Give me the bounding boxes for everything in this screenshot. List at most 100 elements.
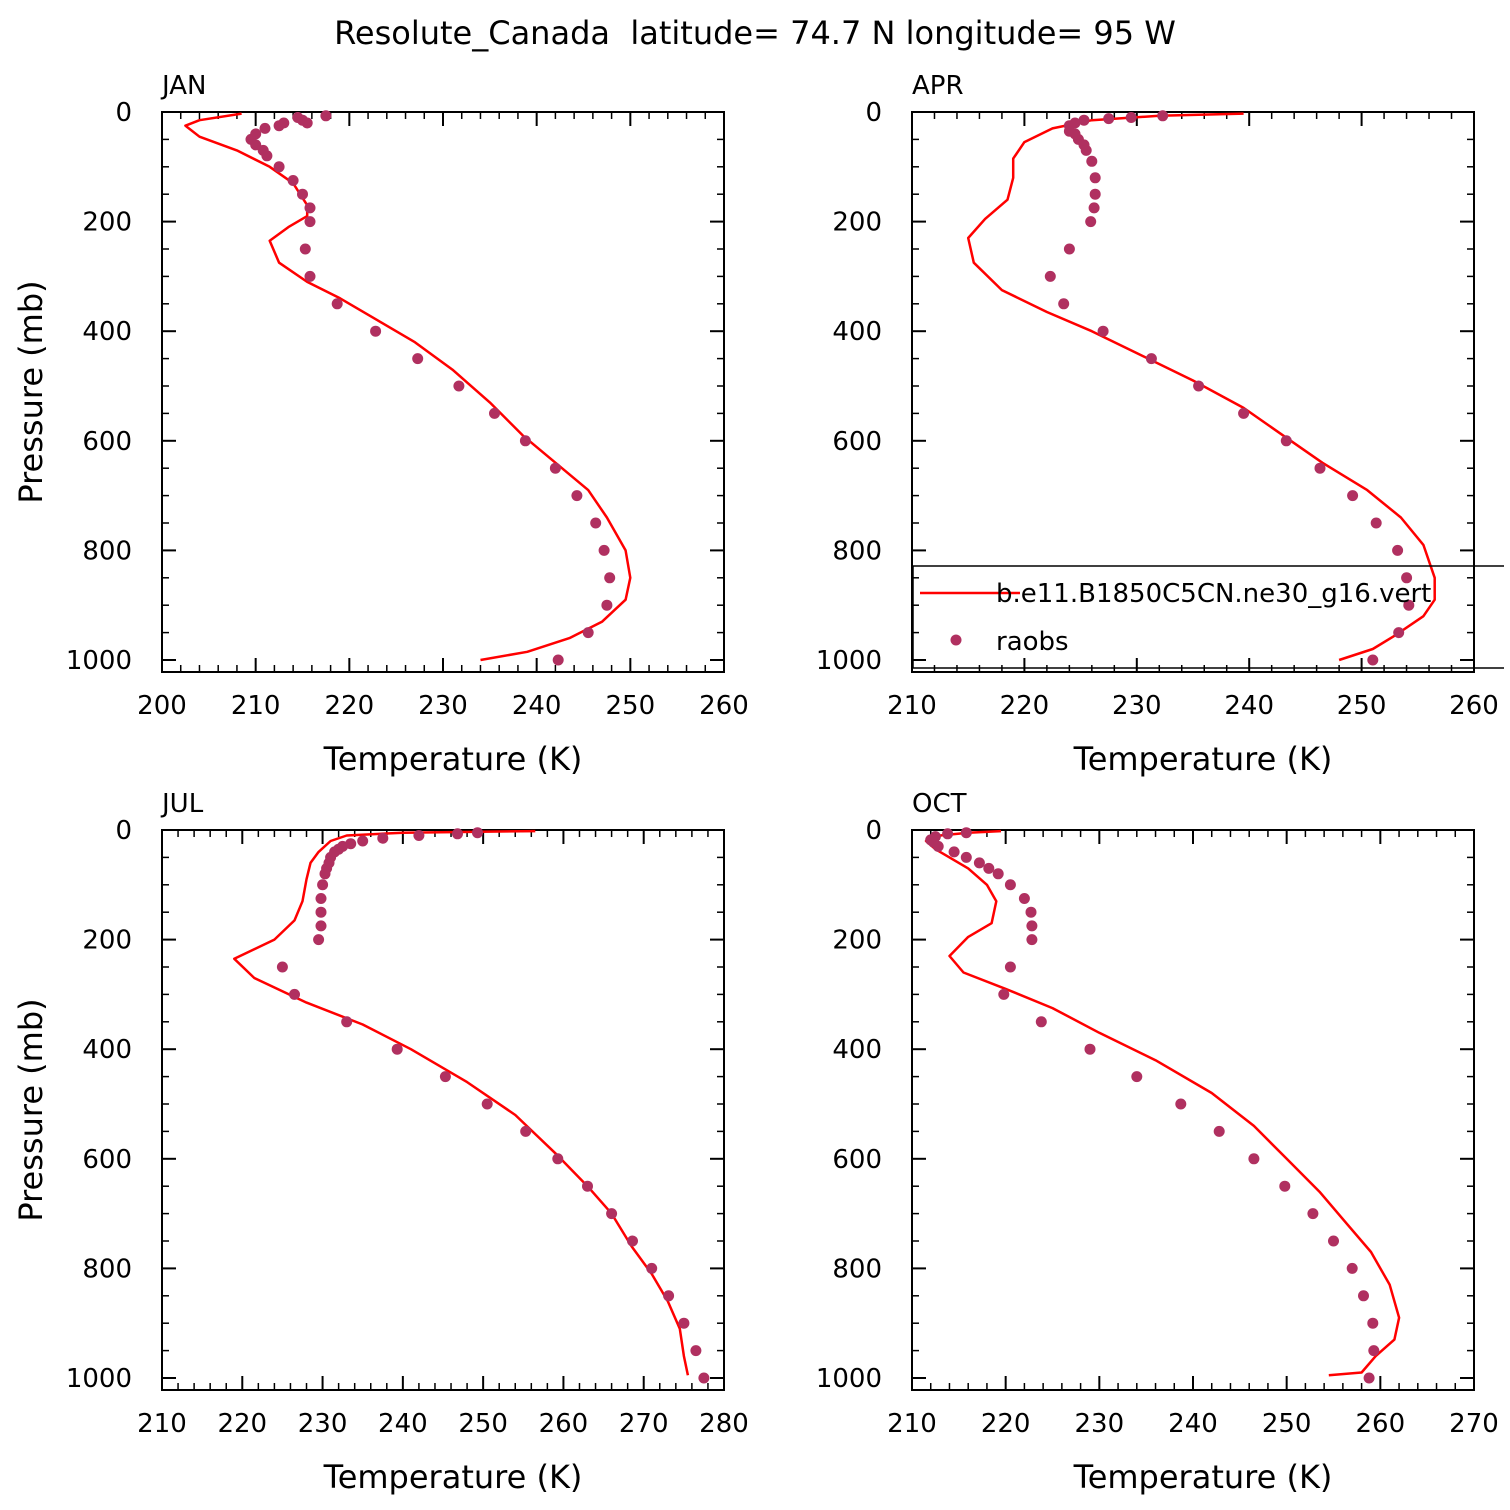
raobs-point (273, 120, 285, 132)
raobs-point (1018, 893, 1030, 904)
raobs-point (413, 830, 425, 841)
raobs-point (297, 188, 308, 200)
raobs-point (1368, 1345, 1380, 1357)
raobs-point (452, 828, 463, 840)
model-profile-line (184, 112, 632, 662)
raobs-point (1248, 1153, 1260, 1165)
raobs-point (1078, 114, 1090, 126)
plot-frame-jan (161, 111, 725, 673)
y-tick-label: 200 (832, 926, 882, 956)
y-axis-title: Pressure (mb) (12, 280, 50, 503)
raobs-point (1193, 380, 1205, 392)
raobs-point (1035, 1016, 1047, 1028)
x-tick-label: 240 (378, 1409, 428, 1439)
x-axis-title: Temperature (K) (1073, 1458, 1333, 1496)
raobs-point (606, 1208, 618, 1220)
x-tick-label: 220 (325, 691, 375, 721)
raobs-point (1080, 144, 1092, 156)
raobs-point (1363, 1372, 1375, 1384)
plot-frame-jul (161, 829, 725, 1391)
raobs-point (960, 827, 972, 839)
x-tick-label: 230 (1075, 1409, 1125, 1439)
raobs-point (1280, 435, 1292, 447)
legend-obs-swatch (950, 634, 962, 646)
raobs-point (582, 627, 594, 639)
x-tick-label: 280 (699, 1409, 749, 1439)
raobs-point (1403, 599, 1415, 611)
raobs-point (690, 1345, 702, 1357)
raobs-point (304, 202, 316, 214)
raobs-point (299, 243, 311, 255)
y-tick-label: 400 (82, 1035, 132, 1065)
raobs-point (289, 988, 300, 1000)
raobs-point (1026, 920, 1038, 932)
x-axis-title: Temperature (K) (323, 1458, 583, 1496)
x-tick-label: 270 (1449, 1409, 1499, 1439)
raobs-point (582, 1180, 593, 1192)
raobs-point (315, 906, 327, 918)
x-axis-title: Temperature (K) (323, 740, 583, 778)
raobs-point (992, 868, 1004, 880)
panel-label-oct: OCT (912, 789, 967, 819)
y-tick-label: 0 (865, 98, 882, 128)
raobs-point (1370, 517, 1382, 529)
x-tick-label: 230 (1112, 691, 1162, 721)
y-tick-label: 1000 (816, 1364, 882, 1394)
raobs-point (317, 879, 329, 891)
raobs-point (1025, 906, 1037, 918)
raobs-point (519, 435, 531, 447)
raobs-point (1367, 654, 1379, 666)
y-tick-label: 800 (832, 536, 882, 566)
x-tick-label: 270 (619, 1409, 669, 1439)
y-tick-label: 600 (832, 427, 882, 457)
raobs-point (1026, 934, 1038, 946)
raobs-point (259, 122, 271, 134)
raobs-point (663, 1290, 675, 1302)
raobs-point (1089, 188, 1101, 200)
panels: JAN 200 210 220 230 240 250 260 0 200 400 600 800 100… (12, 71, 1499, 1496)
panel-jan: JAN 200 210 220 230 240 250 260 0 200 400 600 800 100… (12, 71, 749, 778)
raobs-point (320, 110, 332, 122)
x-tick-label: 250 (1262, 1409, 1312, 1439)
raobs-point (1347, 490, 1359, 502)
y-tick-label: 600 (82, 427, 132, 457)
raobs-point (1358, 1290, 1369, 1302)
raobs-point (1145, 353, 1157, 365)
raobs-point (1307, 1208, 1319, 1220)
raobs-point (304, 270, 316, 282)
y-tick-label: 1000 (66, 1364, 132, 1394)
y-tick-label: 1000 (816, 646, 882, 676)
raobs-point (598, 544, 610, 556)
raobs-point (1084, 1043, 1096, 1055)
raobs-point (1125, 112, 1137, 123)
y-tick-label: 600 (832, 1145, 882, 1175)
raobs-point (983, 862, 995, 874)
raobs-point (698, 1372, 710, 1384)
raobs-point (552, 1153, 564, 1165)
plot-frame-oct (911, 829, 1475, 1391)
raobs-point (1346, 1262, 1358, 1274)
raobs-point (1314, 462, 1326, 474)
raobs-point (370, 325, 382, 337)
model-profile-line (233, 829, 690, 1376)
raobs-point (604, 572, 616, 584)
raobs-point (313, 934, 325, 946)
y-tick-label: 1000 (66, 646, 132, 676)
x-tick-label: 260 (1449, 691, 1499, 721)
x-tick-label: 220 (1000, 691, 1050, 721)
x-tick-label: 260 (699, 691, 749, 721)
raobs-point (1367, 1317, 1379, 1329)
raobs-point (472, 827, 483, 839)
raobs-point (319, 868, 331, 880)
y-tick-label: 400 (82, 317, 132, 347)
y-tick-label: 600 (82, 1145, 132, 1175)
raobs-point (1279, 1180, 1291, 1192)
raobs-point (287, 175, 299, 186)
raobs-point (998, 988, 1010, 1000)
raobs-point (261, 150, 273, 162)
raobs-point (301, 117, 313, 129)
panel-apr: APR 210 220 230 240 250 260 0 200 400 600 800 1000 Te… (816, 71, 1499, 778)
x-tick-label: 230 (418, 691, 468, 721)
raobs-point (453, 380, 465, 392)
